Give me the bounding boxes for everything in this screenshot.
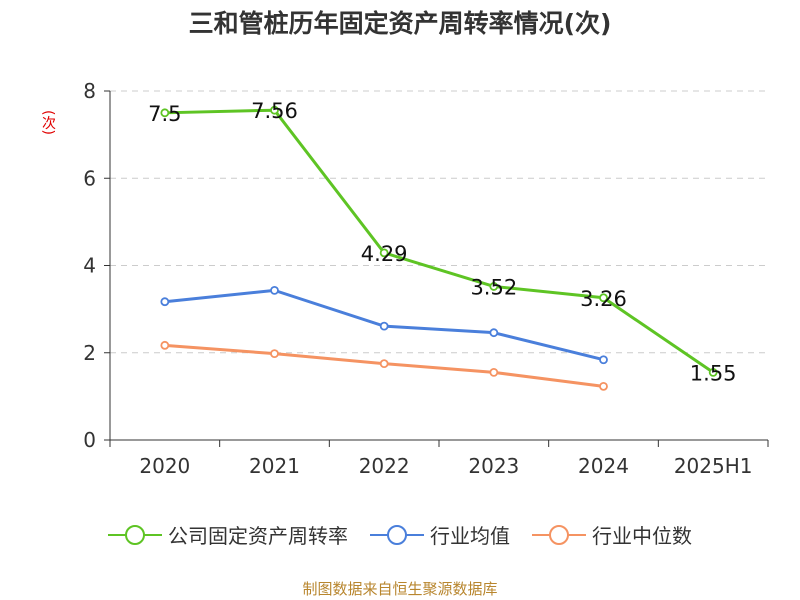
x-tick-label: 2022 — [359, 454, 410, 478]
x-tick-label: 2020 — [139, 454, 190, 478]
data-point — [599, 355, 608, 365]
data-point — [708, 367, 718, 377]
data-point — [379, 321, 389, 331]
y-tick-label: 4 — [83, 254, 96, 278]
legend-marker-icon — [532, 524, 586, 545]
data-point — [160, 340, 170, 350]
legend-label: 行业均值 — [430, 524, 510, 548]
data-point — [270, 105, 279, 115]
y-axis-unit-label: (次) — [40, 110, 56, 135]
data-label: 1.55 — [690, 361, 737, 385]
data-label: 3.52 — [470, 275, 517, 299]
data-label: 7.5 — [148, 102, 181, 126]
data-point — [379, 248, 389, 258]
data-point — [270, 285, 279, 295]
legend-label: 公司固定资产周转率 — [168, 524, 348, 548]
data-label: 4.29 — [361, 242, 408, 266]
grid-lines — [110, 90, 768, 354]
data-label: 7.56 — [251, 99, 298, 123]
x-tick-label: 2023 — [468, 454, 519, 478]
y-tick-label: 8 — [83, 79, 96, 103]
chart-title: 三和管桩历年固定资产周转率情况(次) — [188, 9, 612, 38]
data-point — [160, 108, 170, 118]
series-lines — [160, 105, 718, 391]
axes: 0 2 4 6 8 2020 2021 2022 2023 2024 2025H1 — [83, 79, 769, 478]
x-tick-label: 2024 — [578, 454, 629, 478]
legend-item[interactable]: 行业均值 — [370, 520, 510, 549]
data-label: 3.26 — [580, 287, 627, 311]
legend-item[interactable]: 行业中位数 — [532, 520, 692, 549]
data-point — [379, 359, 389, 369]
data-source-note: 制图数据来自恒生聚源数据库 — [302, 580, 498, 598]
legend-item[interactable]: 公司固定资产周转率 — [108, 520, 348, 549]
legend: 公司固定资产周转率 行业均值 行业中位数 — [0, 520, 800, 549]
data-point — [489, 367, 499, 377]
data-point — [160, 297, 170, 307]
legend-marker-icon — [108, 524, 162, 545]
x-tick-label: 2021 — [249, 454, 300, 478]
legend-label: 行业中位数 — [592, 524, 692, 548]
x-tick-label: 2025H1 — [674, 454, 753, 478]
series-line — [164, 108, 715, 374]
data-point — [599, 381, 608, 391]
y-tick-label: 6 — [83, 166, 96, 190]
data-point — [270, 349, 279, 359]
data-point — [489, 282, 499, 291]
data-point — [599, 293, 608, 303]
y-tick-label: 0 — [83, 428, 96, 452]
data-labels: 7.5 7.56 4.29 3.52 3.26 1.55 — [148, 99, 736, 385]
legend-marker-icon — [370, 524, 424, 545]
y-tick-label: 2 — [83, 341, 96, 365]
data-point — [489, 328, 499, 338]
